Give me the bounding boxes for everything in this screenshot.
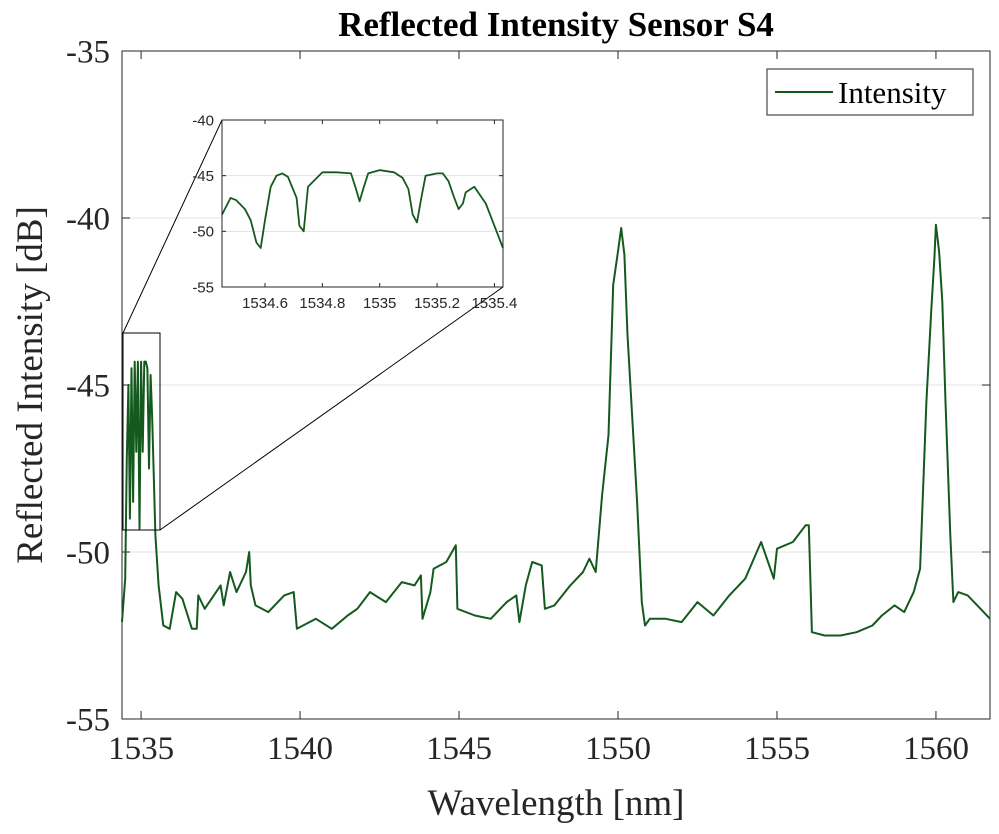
inset-y-tick-label: -50: [192, 224, 214, 241]
zoom-connector-top: [122, 119, 223, 334]
inset-series-line-0: [221, 169, 504, 249]
inset-y-tick-label: -40: [192, 112, 214, 129]
legend-label-intensity: Intensity: [838, 75, 947, 110]
main-x-tick-label: 1540: [267, 731, 333, 767]
main-x-tick-label: 1555: [744, 731, 810, 767]
inset-axis-ticks: -40 -45 -50 -55 1534.6 1534.8 1535 1535.2 1535.4: [192, 112, 517, 312]
main-x-tick-label: 1535: [108, 731, 174, 767]
inset-plot-area: [221, 119, 504, 288]
main-x-tick-label: 1550: [585, 731, 651, 767]
inset-x-tick-label: 1535.4: [471, 295, 517, 312]
main-series-line-intensity: [121, 223, 991, 637]
main-y-tick-label: -45: [66, 369, 110, 405]
chart-title: Reflected Intensity Sensor S4: [338, 5, 774, 44]
inset-x-tick-label: 1534.6: [242, 295, 288, 312]
main-y-tick-label: -40: [66, 202, 110, 238]
inset-gridlines: [222, 175, 503, 232]
x-axis-label: Wavelength [nm]: [428, 783, 685, 824]
main-x-tick-label: 1545: [426, 731, 492, 767]
main-y-tick-label: -55: [66, 703, 110, 739]
y-axis-label: Reflected Intensity [dB]: [10, 206, 51, 564]
inset-background: [222, 120, 503, 287]
main-series-group: [121, 223, 991, 637]
main-y-tick-label: -35: [66, 35, 110, 71]
main-x-tick-label: 1560: [903, 731, 969, 767]
zoom-connector-bottom: [159, 286, 504, 531]
main-y-tick-label: -50: [66, 536, 110, 572]
inset-y-tick-label: -45: [192, 168, 214, 185]
inset-x-tick-label: 1535: [363, 295, 396, 312]
inset-y-tick-label: -55: [192, 279, 214, 296]
inset-x-tick-label: 1535.2: [414, 295, 460, 312]
inset-x-tick-label: 1534.8: [299, 295, 345, 312]
zoom-region-box: [122, 332, 161, 531]
inset-series-group: [221, 169, 504, 249]
legend: Intensity: [766, 68, 974, 116]
